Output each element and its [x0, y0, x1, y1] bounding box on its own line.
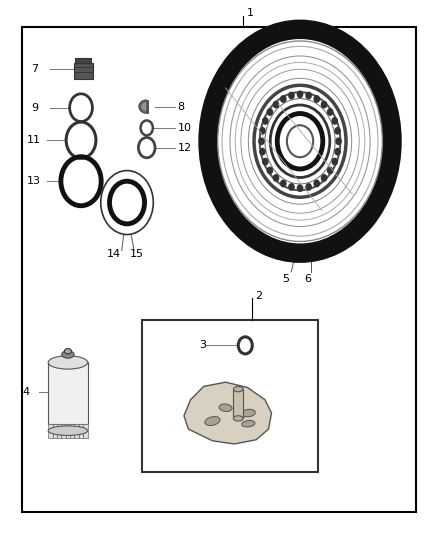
Ellipse shape: [242, 421, 255, 427]
Circle shape: [328, 167, 333, 174]
Circle shape: [332, 158, 337, 165]
Text: 11: 11: [27, 135, 41, 145]
Circle shape: [289, 184, 294, 190]
Circle shape: [273, 101, 279, 108]
Ellipse shape: [62, 351, 74, 358]
Bar: [74, 424, 79, 438]
Bar: [79, 424, 83, 438]
Circle shape: [314, 96, 319, 102]
Bar: [61, 424, 66, 438]
Text: 12: 12: [177, 143, 191, 152]
Circle shape: [267, 109, 272, 115]
Bar: [53, 424, 57, 438]
Text: 7: 7: [32, 64, 39, 74]
Bar: [66, 424, 70, 438]
Circle shape: [260, 127, 265, 134]
Text: 10: 10: [177, 123, 191, 133]
Circle shape: [267, 167, 272, 174]
Bar: [48, 362, 88, 424]
Circle shape: [263, 158, 268, 165]
Circle shape: [297, 91, 303, 98]
Polygon shape: [140, 101, 147, 112]
Circle shape: [289, 92, 294, 99]
Circle shape: [332, 118, 337, 124]
Circle shape: [321, 101, 327, 108]
Circle shape: [336, 138, 341, 144]
Text: 2: 2: [255, 291, 262, 301]
Ellipse shape: [64, 349, 71, 354]
Text: 8: 8: [177, 102, 184, 111]
Ellipse shape: [233, 416, 243, 421]
Circle shape: [281, 180, 286, 187]
Circle shape: [314, 180, 319, 187]
Ellipse shape: [48, 356, 88, 369]
Circle shape: [321, 175, 327, 181]
Text: 5: 5: [283, 274, 290, 285]
Bar: [75, 58, 91, 63]
Text: 15: 15: [130, 249, 144, 259]
Ellipse shape: [219, 404, 232, 411]
Bar: [74, 63, 93, 79]
Bar: [48, 424, 53, 438]
Text: 13: 13: [27, 176, 41, 186]
Ellipse shape: [233, 386, 243, 392]
Text: 1: 1: [247, 9, 254, 18]
Polygon shape: [184, 382, 272, 444]
Circle shape: [297, 185, 303, 191]
Ellipse shape: [48, 426, 88, 435]
Bar: [70, 424, 74, 438]
Text: 4: 4: [23, 387, 30, 397]
Circle shape: [259, 138, 264, 144]
Bar: [142, 320, 318, 472]
Circle shape: [281, 96, 286, 102]
Bar: [233, 389, 243, 418]
Text: 3: 3: [199, 341, 206, 350]
Circle shape: [260, 149, 265, 155]
Text: 6: 6: [304, 274, 311, 285]
Bar: [57, 424, 61, 438]
Circle shape: [335, 149, 340, 155]
Circle shape: [273, 175, 279, 181]
Ellipse shape: [241, 409, 255, 417]
Ellipse shape: [205, 417, 220, 425]
Circle shape: [328, 109, 333, 115]
Circle shape: [263, 118, 268, 124]
Bar: [83, 424, 88, 438]
Text: 9: 9: [32, 103, 39, 112]
Circle shape: [306, 184, 311, 190]
Circle shape: [306, 92, 311, 99]
Text: 14: 14: [107, 249, 121, 259]
Circle shape: [335, 127, 340, 134]
